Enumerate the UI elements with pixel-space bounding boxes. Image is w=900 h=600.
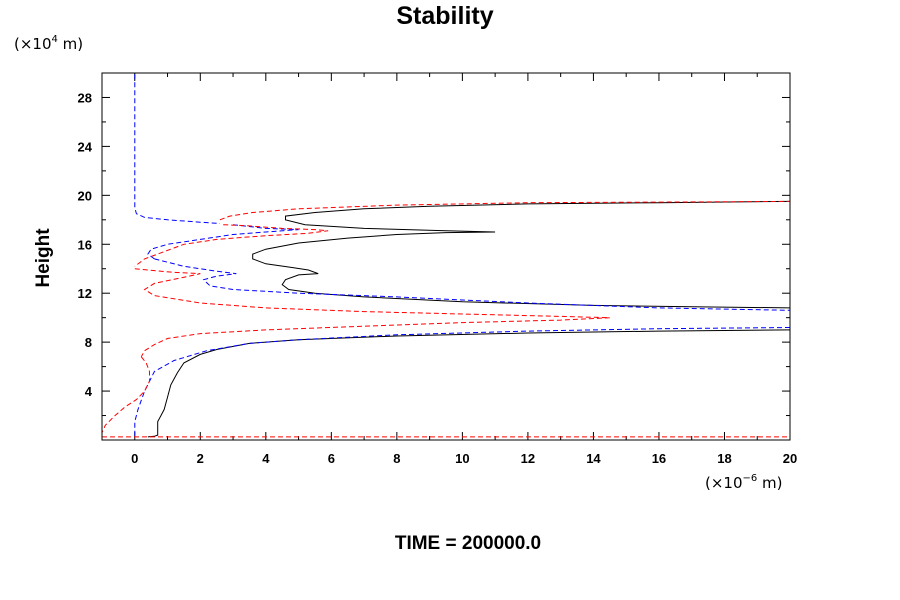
series-2-line [154,258,790,311]
x-tick-label: 12 [521,451,535,466]
y-unit-label: (×104 m) [14,34,83,53]
y-tick-label: 24 [78,139,93,154]
series-2-line [147,224,299,260]
series-1-line [147,329,790,438]
y-tick-label: 12 [78,286,92,301]
y-tick-label: 28 [78,90,92,105]
series-3-line [134,224,329,267]
y-tick-label: 8 [85,335,92,350]
series-3-line [102,356,150,433]
x-unit-label: (×10−6 m) [705,473,783,492]
x-tick-label: 6 [328,451,335,466]
series-2-line [134,327,790,438]
y-axis-label: Height [33,228,54,288]
y-tick-labels: 4 8 12 16 20 24 28 [78,90,93,399]
series-2-line [134,74,220,224]
x-tick-label: 18 [717,451,731,466]
series-1-line [252,200,790,309]
x-tick-label: 4 [262,451,270,466]
x-tick-label: 10 [455,451,469,466]
y-tick-label: 16 [78,237,92,252]
series-layer [102,74,790,438]
plot-frame [101,72,791,441]
x-tick-labels: 0 2 4 6 8 10 12 14 16 18 20 [131,451,797,466]
x-tick-label: 2 [197,451,204,466]
x-tick-label: 0 [131,451,138,466]
time-footer: TIME = 200000.0 [395,533,541,554]
chart-title: Stability [396,2,493,30]
y-tick-label: 4 [85,384,93,399]
x-tick-label: 16 [652,451,666,466]
axis-ticks [101,73,791,440]
series-3-line [134,268,610,358]
x-tick-label: 8 [393,451,400,466]
x-tick-label: 20 [783,451,797,466]
y-tick-label: 20 [78,188,92,203]
x-tick-label: 14 [586,451,601,466]
series-3-line [219,200,790,221]
